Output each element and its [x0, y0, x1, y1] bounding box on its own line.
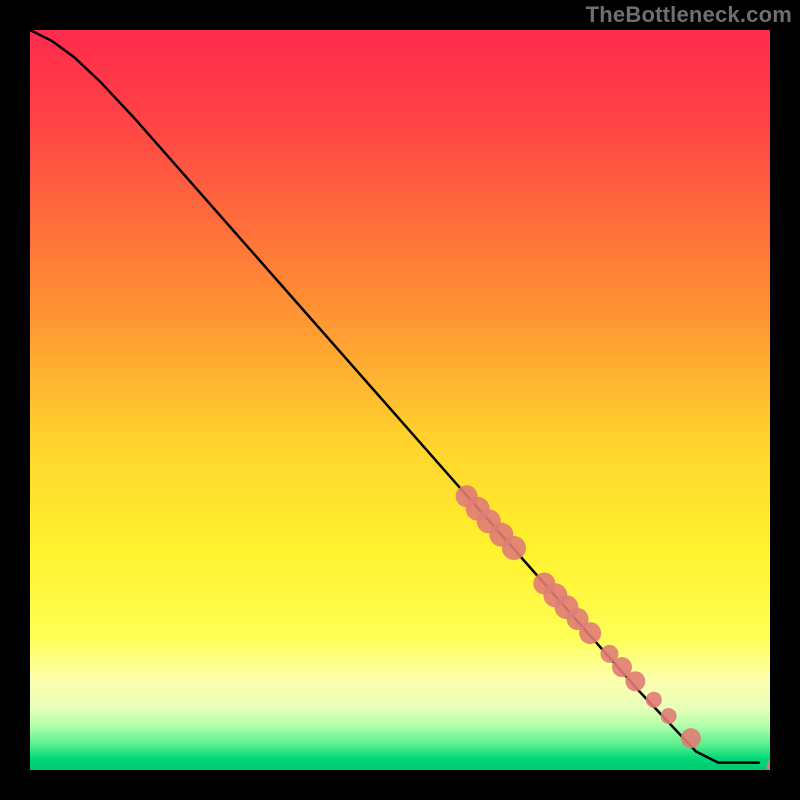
background-gradient	[30, 30, 770, 770]
watermark-text: TheBottleneck.com	[586, 2, 792, 28]
stage: TheBottleneck.com	[0, 0, 800, 800]
plot-area	[30, 30, 770, 770]
